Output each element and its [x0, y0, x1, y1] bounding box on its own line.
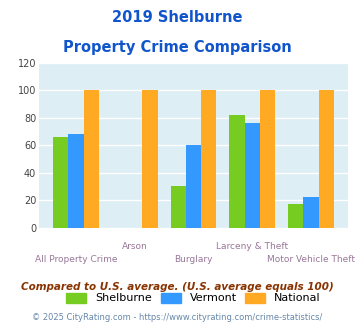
Text: © 2025 CityRating.com - https://www.cityrating.com/crime-statistics/: © 2025 CityRating.com - https://www.city…	[32, 314, 323, 322]
Bar	[229, 115, 245, 228]
Bar	[245, 123, 260, 228]
Bar	[318, 90, 334, 228]
Text: All Property Crime: All Property Crime	[35, 255, 117, 264]
Bar	[84, 90, 99, 228]
Bar	[53, 137, 69, 228]
Bar	[288, 204, 303, 228]
Text: Property Crime Comparison: Property Crime Comparison	[63, 40, 292, 54]
Bar	[69, 134, 84, 228]
Text: Motor Vehicle Theft: Motor Vehicle Theft	[267, 255, 355, 264]
Bar	[260, 90, 275, 228]
Text: Arson: Arson	[122, 242, 148, 250]
Bar	[186, 145, 201, 228]
Bar	[201, 90, 217, 228]
Bar	[303, 197, 318, 228]
Bar	[142, 90, 158, 228]
Bar	[170, 186, 186, 228]
Legend: Shelburne, Vermont, National: Shelburne, Vermont, National	[66, 293, 321, 303]
Text: Larceny & Theft: Larceny & Theft	[216, 242, 288, 250]
Text: 2019 Shelburne: 2019 Shelburne	[112, 10, 243, 25]
Text: Compared to U.S. average. (U.S. average equals 100): Compared to U.S. average. (U.S. average …	[21, 282, 334, 292]
Text: Burglary: Burglary	[174, 255, 213, 264]
